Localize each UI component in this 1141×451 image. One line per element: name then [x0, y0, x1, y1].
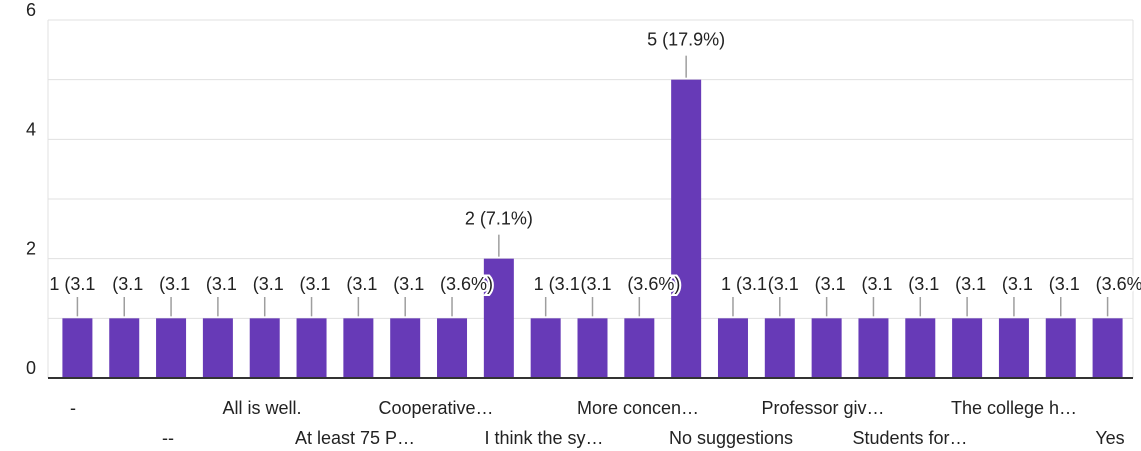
data-label: (3.1 [861, 274, 892, 294]
data-label: (3.1 [768, 274, 799, 294]
x-tick-label: Yes [1095, 428, 1124, 448]
data-label: 1 (3.1 [721, 274, 767, 294]
data-label: 5 (17.9%) [647, 30, 725, 50]
bar [530, 318, 561, 378]
bar [156, 318, 187, 378]
data-label: (3.1 [955, 274, 986, 294]
x-tick-label: -- [162, 428, 174, 448]
x-tick-label: Cooperative… [378, 398, 493, 418]
bar [296, 318, 327, 378]
bar [624, 318, 655, 378]
data-label-halo: (3.1 [955, 274, 986, 294]
data-label-halo: (3.1 [253, 274, 284, 294]
data-label: (3.1 [1049, 274, 1080, 294]
data-label: 1 (3.1 [534, 274, 580, 294]
data-label-halo: (3.1 [346, 274, 377, 294]
data-label: (3.1 [206, 274, 237, 294]
data-label-halo: (3.1 [1002, 274, 1033, 294]
data-label-halo: (3.1 [815, 274, 846, 294]
bar [811, 318, 842, 378]
data-label-halo: (3.1 [861, 274, 892, 294]
data-label: (3.6%) [440, 274, 493, 294]
x-tick-label: All is well. [222, 398, 301, 418]
data-label-halo: (3.1 [908, 274, 939, 294]
bar [390, 318, 421, 378]
bar [858, 318, 889, 378]
bar [998, 318, 1029, 378]
bars [62, 79, 1123, 379]
x-tick-label: Professor giv… [761, 398, 884, 418]
data-label-halo: (3.1 [159, 274, 190, 294]
bar [437, 318, 468, 378]
data-label-halo: 1 (3.1 [49, 274, 95, 294]
data-label-halo: (3.1 [300, 274, 331, 294]
data-label-halo: 1 (3.1 [534, 274, 580, 294]
data-label: (3.1 [253, 274, 284, 294]
data-label-halo: (3.1 [206, 274, 237, 294]
y-tick-label: 6 [26, 0, 36, 20]
x-tick-label: More concen… [577, 398, 699, 418]
data-label: (3.1 [112, 274, 143, 294]
data-labels: 1 (3.11 (3.1 (3.1(3.1 (3.1(3.1 (3.1(3.1 (3.1… [47, 28, 1141, 317]
bar [952, 318, 983, 378]
data-label: (3.1 [581, 274, 612, 294]
bar [109, 318, 140, 378]
x-tick-label: No suggestions [669, 428, 793, 448]
data-label: (3.1 [346, 274, 377, 294]
data-label: (3.1 [393, 274, 424, 294]
bar [577, 318, 608, 378]
x-tick-label: - [70, 398, 76, 418]
bar [202, 318, 233, 378]
bar [483, 258, 514, 378]
bar [905, 318, 936, 378]
y-axis-tick-labels: 0 2 4 6 [26, 0, 36, 378]
data-label: (3.1 [1002, 274, 1033, 294]
data-label: (3.6%) [627, 274, 680, 294]
data-label: (3.1 [300, 274, 331, 294]
data-label-halo: (3.6%) [627, 274, 680, 294]
data-label-halo: (3.6%) [440, 274, 493, 294]
x-tick-label: The college h… [951, 398, 1077, 418]
bar [343, 318, 374, 378]
data-label-halo: (3.1 [581, 274, 612, 294]
bar [1092, 318, 1123, 378]
bar [249, 318, 280, 378]
data-label-halo: (3.1 [393, 274, 424, 294]
data-label-halo: (3.1 [112, 274, 143, 294]
data-label: (3.1 [815, 274, 846, 294]
bar [1045, 318, 1076, 378]
data-label-halo: 1 (3.1 [721, 274, 767, 294]
x-tick-label: Students for… [852, 428, 967, 448]
y-tick-label: 4 [26, 119, 36, 139]
x-tick-label: At least 75 P… [295, 428, 415, 448]
data-label: (3.1 [159, 274, 190, 294]
bar [62, 318, 93, 378]
bar [764, 318, 795, 378]
data-label-halo: (3.1 [1049, 274, 1080, 294]
bar [671, 79, 702, 379]
data-label: (3.6% [1096, 274, 1141, 294]
data-label-halo: 2 (7.1%) [465, 209, 533, 229]
y-tick-label: 0 [26, 358, 36, 378]
data-label: 1 (3.1 [49, 274, 95, 294]
data-label-halo: (3.1 [768, 274, 799, 294]
bar [717, 318, 748, 378]
y-tick-label: 2 [26, 239, 36, 259]
x-axis-tick-labels: - All is well. Cooperative… More concen… Pro… [70, 398, 1125, 448]
data-label: 2 (7.1%) [465, 209, 533, 229]
data-label-halo: 5 (17.9%) [647, 30, 725, 50]
x-tick-label: I think the sy… [484, 428, 603, 448]
data-label: (3.1 [908, 274, 939, 294]
data-label-halo: (3.6% [1096, 274, 1141, 294]
